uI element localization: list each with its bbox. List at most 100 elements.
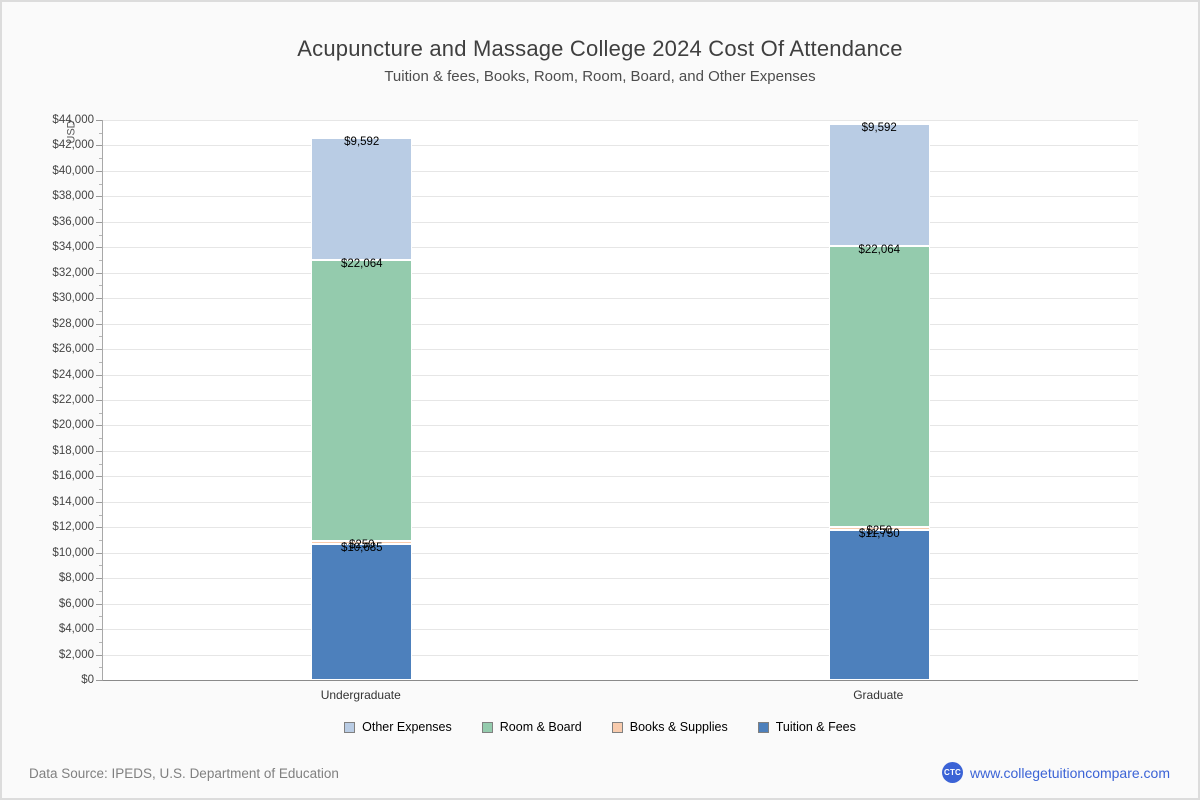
y-axis-tick-label: $12,000 <box>52 521 94 534</box>
legend-item-room-board[interactable]: Room & Board <box>481 720 582 734</box>
bar-segment-other-expenses-graduate[interactable] <box>828 124 930 247</box>
legend: Other Expenses Room & Board Books & Suppli… <box>2 720 1198 734</box>
y-axis-minor-tick <box>99 285 102 287</box>
data-label: $250 <box>866 525 893 538</box>
gridline <box>103 272 1138 274</box>
legend-item-books-supplies[interactable]: Books & Supplies <box>611 720 728 734</box>
y-axis-major-tick <box>96 120 102 121</box>
gridline <box>103 578 1138 580</box>
y-axis-major-tick <box>96 400 102 401</box>
y-axis-minor-tick <box>99 540 102 541</box>
gridline <box>103 501 1138 503</box>
y-axis-tick-label: $6,000 <box>58 597 94 610</box>
y-axis-minor-tick <box>99 616 102 618</box>
y-axis-major-tick <box>96 654 102 656</box>
gridline <box>103 654 1138 656</box>
y-axis-major-tick <box>96 501 102 503</box>
legend-label: Other Expenses <box>362 720 452 734</box>
chart-title: Acupuncture and Massage College 2024 Cos… <box>297 36 903 61</box>
legend-label: Room & Board <box>499 720 582 734</box>
y-axis-tick-label: $4,000 <box>58 623 94 636</box>
y-axis-tick-label: $8,000 <box>58 572 94 585</box>
y-axis-tick-label: $38,000 <box>52 190 94 203</box>
y-axis-minor-tick <box>99 183 102 185</box>
legend-item-tuition-fees[interactable]: Tuition & Fees <box>757 720 856 734</box>
y-axis-major-tick <box>96 272 102 274</box>
website-link[interactable]: www.collegetuitioncompare.com <box>970 764 1170 781</box>
y-axis-tick-label: $16,000 <box>52 470 94 483</box>
y-axis-tick-label: $20,000 <box>52 419 94 432</box>
bar-segment-books-supplies-undergraduate[interactable] <box>311 540 413 544</box>
x-axis-label-graduate: Graduate <box>853 688 904 702</box>
gridline <box>103 349 1138 351</box>
y-axis-tick-label: $28,000 <box>52 317 94 330</box>
y-axis-tick-label: $40,000 <box>52 164 94 177</box>
y-axis-minor-tick <box>99 565 102 567</box>
gridline <box>103 170 1138 172</box>
y-axis-tick-label: $26,000 <box>52 343 94 356</box>
gridline <box>103 552 1138 554</box>
y-axis-tick-label: $34,000 <box>52 241 94 254</box>
gridline <box>103 476 1138 478</box>
y-axis-major-tick <box>96 552 102 554</box>
y-axis-major-tick <box>96 221 102 223</box>
y-axis-major-tick <box>96 603 102 605</box>
gridline <box>103 629 1138 631</box>
data-label: $9,592 <box>861 122 897 135</box>
data-label: $10,685 <box>340 542 383 554</box>
y-axis-tick-label: $30,000 <box>52 292 94 305</box>
y-axis-minor-tick <box>99 361 102 363</box>
gridline <box>103 400 1138 401</box>
y-axis-minor-tick <box>99 310 102 312</box>
gridline <box>103 323 1138 325</box>
legend-swatch <box>481 721 493 733</box>
gridline <box>103 120 1138 121</box>
bar-segment-room-board-graduate[interactable] <box>828 246 930 528</box>
legend-label: Books & Supplies <box>629 720 728 734</box>
y-axis-tick-label: $22,000 <box>52 394 94 406</box>
gridline <box>103 145 1138 147</box>
y-axis-major-tick <box>96 527 102 529</box>
y-axis-minor-tick <box>99 667 102 669</box>
y-axis-major-tick <box>96 196 102 198</box>
bar-segment-room-board-undergraduate[interactable] <box>311 260 413 541</box>
y-axis-major-tick <box>96 170 102 172</box>
y-axis-tick-label: $18,000 <box>52 444 94 457</box>
bar-segment-other-expenses-undergraduate[interactable] <box>311 137 413 260</box>
y-axis-minor-tick <box>99 514 102 516</box>
gridline <box>103 527 1138 529</box>
gridline <box>103 603 1138 605</box>
y-axis-minor-tick <box>99 132 102 134</box>
y-axis-minor-tick <box>99 590 102 592</box>
data-label: $22,064 <box>340 258 383 270</box>
y-axis-tick-label: $44,000 <box>52 114 94 126</box>
data-source-text: Data Source: IPEDS, U.S. Department of E… <box>29 766 339 781</box>
gridline <box>103 196 1138 198</box>
y-axis-tick-label: $24,000 <box>52 368 94 381</box>
y-axis-major-tick <box>96 680 102 681</box>
bar-segment-books-supplies-graduate[interactable] <box>828 527 930 531</box>
legend-label: Tuition & Fees <box>775 720 856 734</box>
y-axis-minor-tick <box>99 641 102 643</box>
footer-branding[interactable]: CTC www.collegetuitioncompare.com <box>942 762 1170 783</box>
y-axis-minor-tick <box>99 412 102 414</box>
bar-segment-tuition-fees-graduate[interactable] <box>828 530 930 680</box>
gridline <box>103 298 1138 300</box>
gridline <box>103 450 1138 452</box>
y-axis-major-tick <box>96 629 102 631</box>
y-axis-major-tick <box>96 578 102 580</box>
data-label: $22,064 <box>858 244 901 257</box>
bar-segment-tuition-fees-undergraduate[interactable] <box>311 544 413 680</box>
legend-swatch <box>611 721 623 733</box>
data-label: $250 <box>348 538 375 551</box>
y-axis-minor-tick <box>99 260 102 261</box>
y-axis-major-tick <box>96 349 102 351</box>
y-axis-minor-tick <box>99 489 102 491</box>
y-axis-tick-label: $32,000 <box>52 266 94 279</box>
gridline <box>103 221 1138 223</box>
ctc-logo[interactable]: CTC <box>942 762 964 783</box>
chart-subtitle: Tuition & fees, Books, Room, Room, Board… <box>384 68 816 85</box>
y-axis-tick-label: $2,000 <box>58 648 94 661</box>
legend-item-other-expenses[interactable]: Other Expenses <box>344 720 452 734</box>
